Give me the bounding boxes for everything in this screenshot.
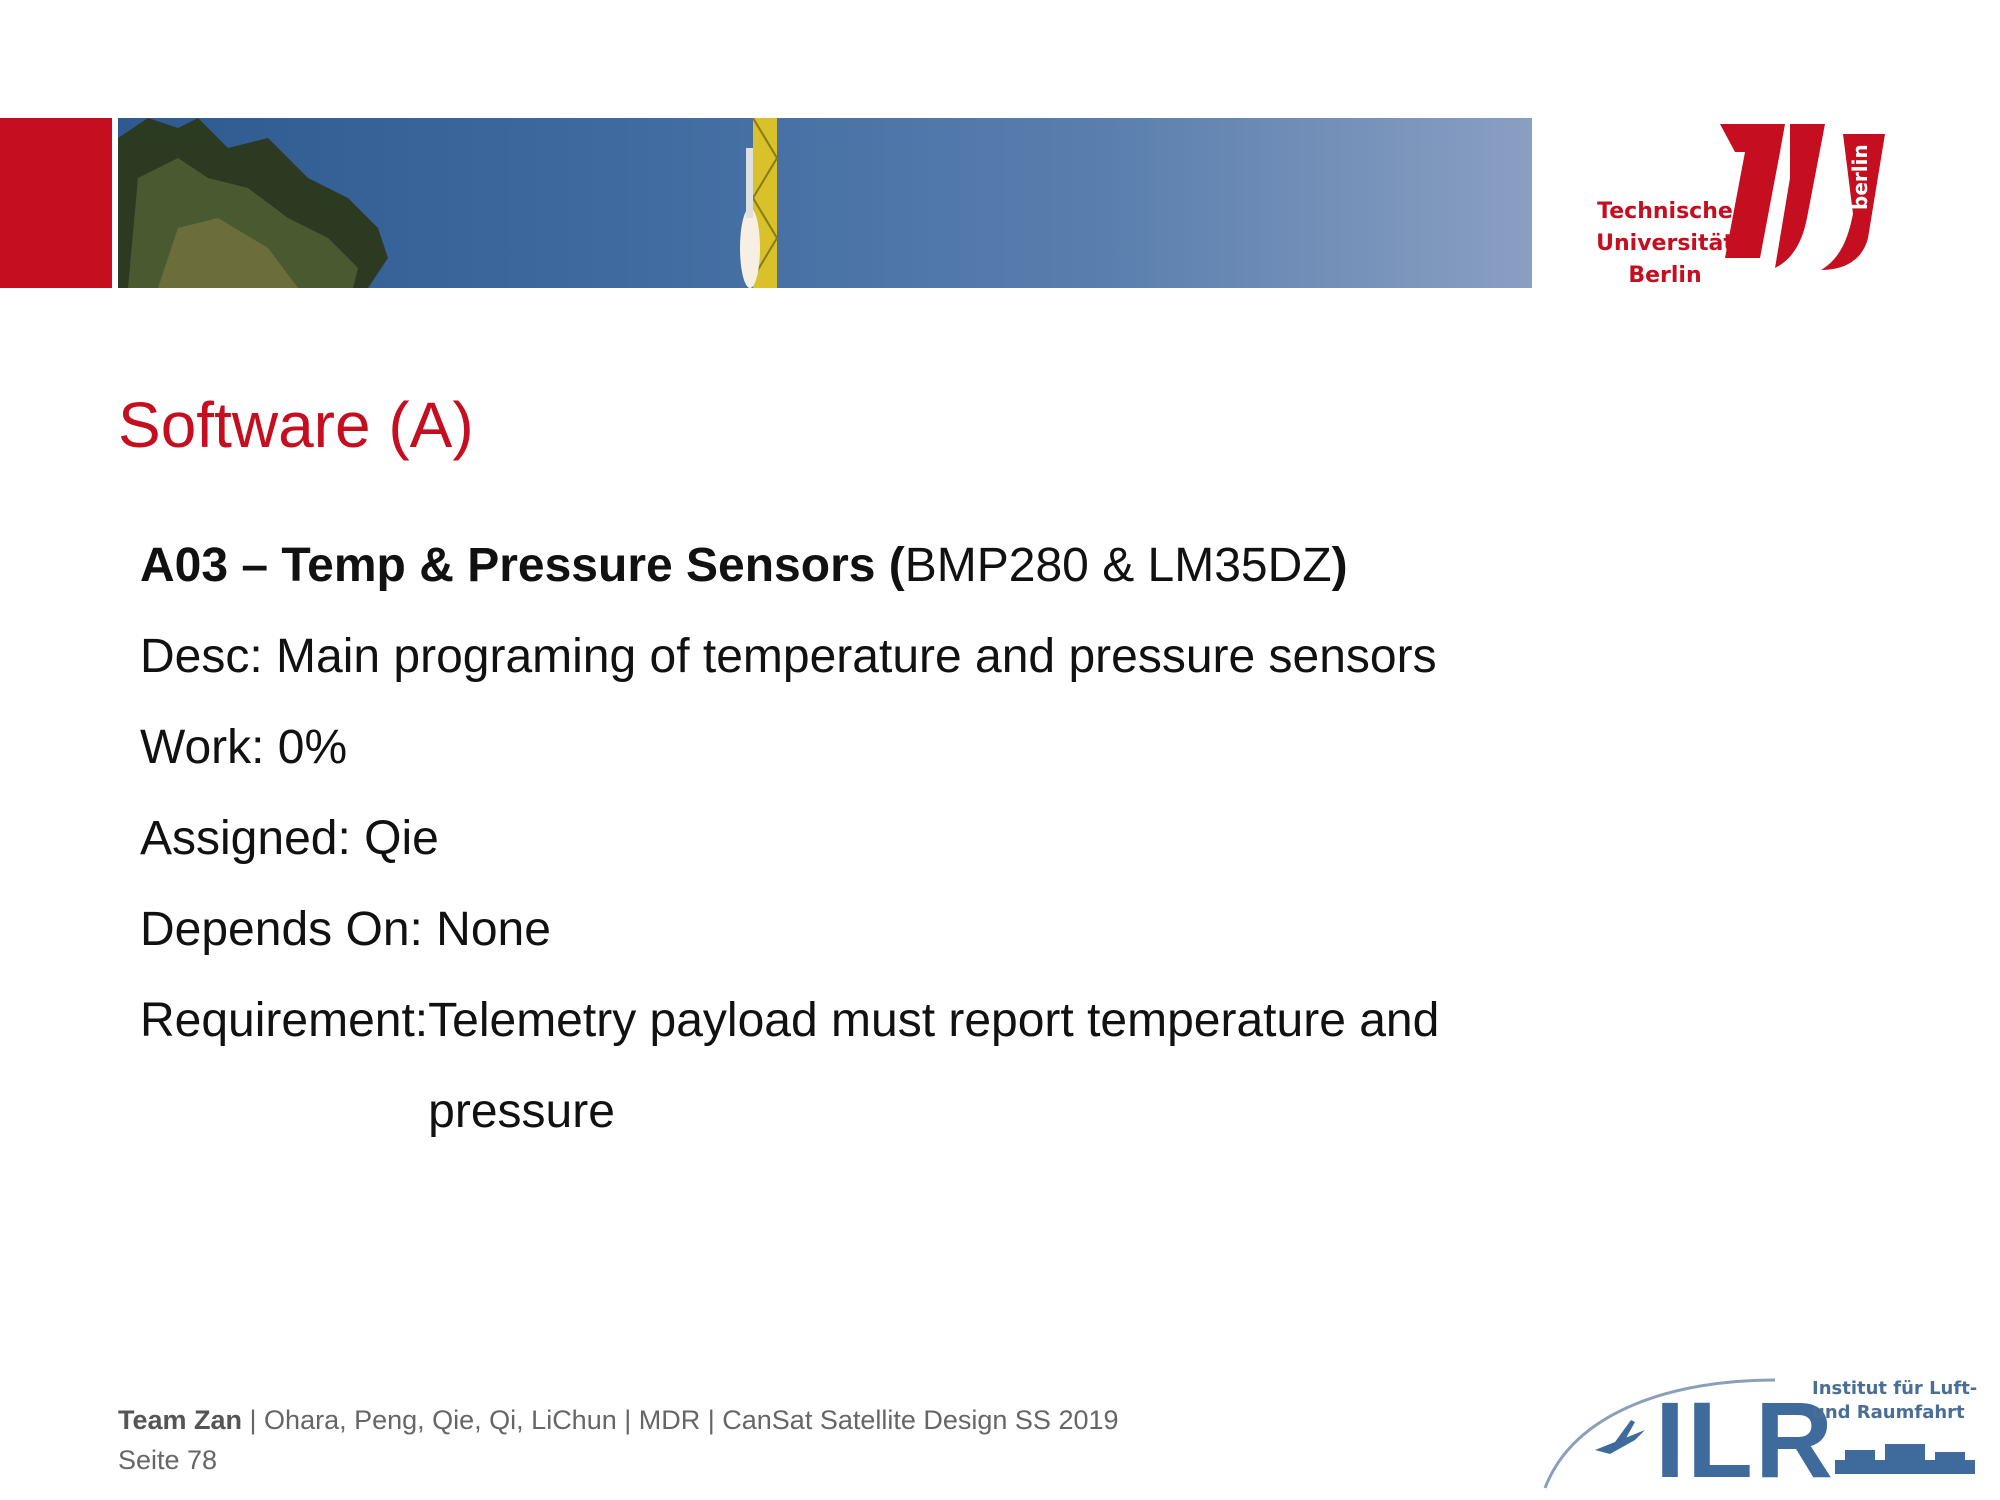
tu-berlin-wordmark: Technische Universität Berlin bbox=[1596, 199, 1734, 288]
item-work: Work: 0% bbox=[140, 721, 348, 774]
tu-berlin-vertical-text: berlin bbox=[1848, 144, 1872, 210]
footer-team: Team Zan bbox=[118, 1405, 243, 1435]
slide-footer: Team Zan | Ohara, Peng, Qie, Qi, LiChun … bbox=[118, 1400, 1119, 1480]
item-description: Desc: Main programing of temperature and… bbox=[140, 630, 1437, 683]
slide-title: Software (A) bbox=[118, 389, 474, 461]
item-depends: Depends On: None bbox=[140, 903, 551, 956]
footer-details: | Ohara, Peng, Qie, Qi, LiChun | MDR | C… bbox=[242, 1405, 1119, 1435]
tu-berlin-logo bbox=[1720, 124, 1885, 270]
ilr-institute-name: Institut für Luft- und Raumfahrt bbox=[1812, 1378, 1978, 1423]
slide-content: A03 – Temp & Pressure Sensors (BMP280 & … bbox=[140, 520, 1560, 1157]
footer-page-number: Seite 78 bbox=[118, 1445, 218, 1475]
header-red-block bbox=[0, 118, 112, 288]
item-assigned: Assigned: Qie bbox=[140, 812, 439, 865]
ilr-letters: ILR bbox=[1655, 1379, 1835, 1500]
requirement-value: Telemetry payload must report temperatur… bbox=[428, 994, 1440, 1138]
ilr-logo bbox=[1543, 1378, 1975, 1489]
item-heading: A03 – Temp & Pressure Sensors (BMP280 & … bbox=[140, 539, 1348, 592]
header-banner-image bbox=[118, 118, 1532, 288]
item-requirement: Requirement: Telemetry payload must repo… bbox=[140, 975, 1560, 1157]
rocket-launch-photo bbox=[118, 118, 778, 288]
requirement-label: Requirement: bbox=[140, 994, 429, 1047]
